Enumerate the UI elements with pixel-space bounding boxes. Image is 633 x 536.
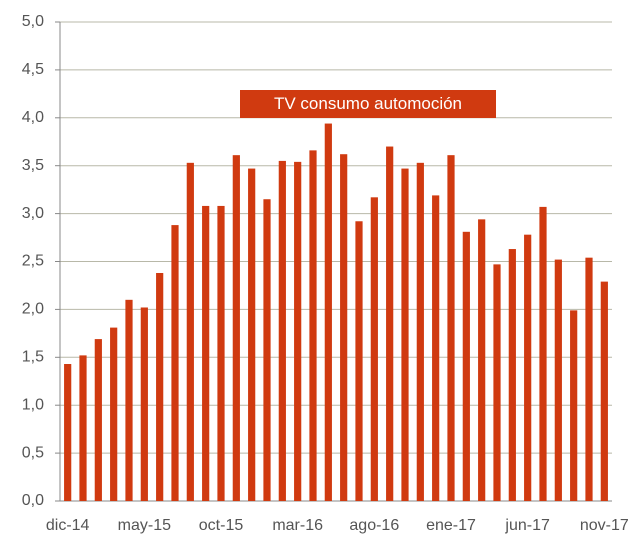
bar: [309, 150, 317, 501]
bar: [554, 259, 562, 501]
bar: [462, 231, 470, 501]
annotation-box: [240, 90, 496, 118]
bar: [248, 168, 256, 501]
bar: [94, 339, 102, 501]
bar: [156, 272, 164, 501]
y-tick-label: 1,0: [22, 396, 44, 413]
bar: [432, 195, 440, 501]
bar: [355, 221, 363, 501]
y-tick-label: 5,0: [22, 13, 44, 30]
bar: [539, 206, 547, 502]
y-tick-label: 2,5: [22, 253, 44, 270]
bar: [585, 257, 593, 501]
y-tick-label: 0,5: [22, 444, 44, 461]
bar: [278, 160, 286, 501]
bar: [386, 146, 394, 502]
bar: [202, 205, 210, 501]
x-tick-label: jun-17: [504, 517, 550, 534]
x-tick-label: ene-17: [426, 517, 476, 534]
bar: [401, 168, 409, 501]
bar: [370, 197, 378, 501]
bar: [263, 199, 271, 502]
bar: [508, 249, 516, 501]
bar: [416, 162, 424, 502]
bar: [478, 219, 486, 501]
bar: [232, 155, 240, 502]
bar: [340, 154, 348, 502]
x-tick-label: may-15: [118, 517, 171, 534]
bar: [171, 225, 179, 501]
x-tick-label: nov-17: [580, 517, 629, 534]
bar: [110, 327, 118, 501]
bar: [125, 299, 133, 501]
y-tick-label: 4,5: [22, 61, 44, 78]
bar: [493, 264, 501, 501]
bar: [217, 205, 225, 501]
bar: [524, 234, 532, 501]
bar: [324, 123, 332, 501]
y-tick-label: 2,0: [22, 301, 44, 318]
x-tick-label: oct-15: [199, 517, 244, 534]
bar: [570, 310, 578, 501]
annotation: TV consumo automoción: [274, 94, 462, 113]
bar: [140, 307, 148, 501]
bar: [186, 162, 194, 502]
y-tick-label: 3,0: [22, 205, 44, 222]
bar: [447, 155, 455, 502]
x-tick-label: dic-14: [46, 517, 90, 534]
x-tick-label: ago-16: [349, 517, 399, 534]
bar: [294, 161, 302, 502]
y-tick-label: 1,5: [22, 349, 44, 366]
x-tick-label: mar-16: [272, 517, 323, 534]
y-tick-label: 4,0: [22, 109, 44, 126]
y-tick-label: 3,5: [22, 157, 44, 174]
bar: [79, 355, 87, 501]
bar: [64, 364, 72, 501]
y-tick-label: 0,0: [22, 492, 44, 509]
bar: [600, 281, 608, 501]
